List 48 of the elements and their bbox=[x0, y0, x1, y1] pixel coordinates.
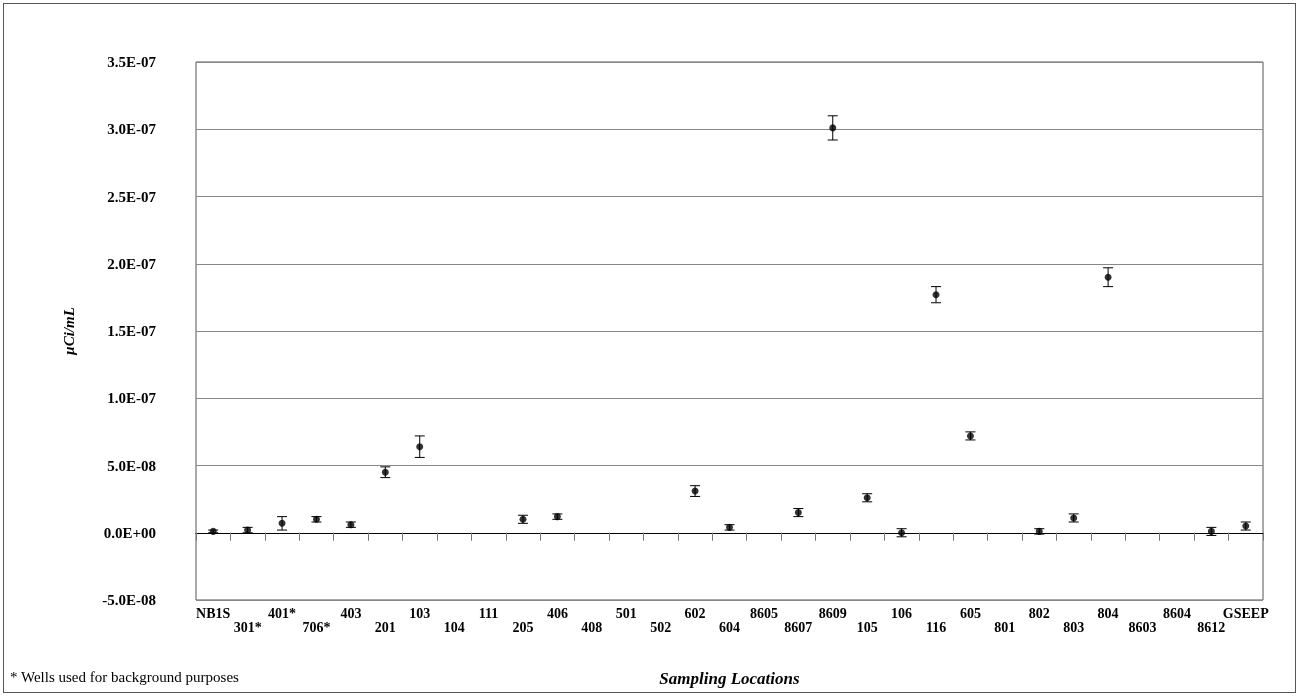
x-tick-label: 604 bbox=[719, 619, 740, 635]
x-tick-label: 106 bbox=[891, 605, 913, 621]
point bbox=[1104, 273, 1112, 281]
x-tick-label: 8604 bbox=[1162, 605, 1191, 621]
x-tick-label: 602 bbox=[684, 605, 706, 621]
x-tick-label: 205 bbox=[512, 619, 534, 635]
x-tick-label: 111 bbox=[478, 605, 499, 621]
x-tick-label: 403 bbox=[340, 605, 362, 621]
x-tick-label: NB1S bbox=[196, 605, 231, 621]
y-tick-label: 2.0E-07 bbox=[107, 255, 157, 272]
x-tick-label: 8607 bbox=[784, 619, 813, 635]
x-tick-label: 105 bbox=[856, 619, 878, 635]
point bbox=[278, 519, 286, 527]
x-tick-label: 804 bbox=[1097, 605, 1119, 621]
x-tick-label: 8605 bbox=[749, 605, 778, 621]
y-tick-label: -5.0E-08 bbox=[102, 592, 156, 608]
y-axis-title: µCi/mL bbox=[60, 307, 77, 356]
x-tick-label: 801 bbox=[994, 619, 1016, 635]
x-tick-label: 8609 bbox=[818, 605, 847, 621]
x-tick-label: 301* bbox=[233, 619, 262, 635]
point bbox=[416, 443, 424, 451]
y-tick-label: 2.5E-07 bbox=[107, 188, 157, 205]
x-tick-label: 706* bbox=[302, 619, 331, 635]
x-tick-label: 8612 bbox=[1197, 619, 1226, 635]
y-tick-label: 1.5E-07 bbox=[107, 323, 157, 339]
x-tick-label: 401* bbox=[268, 605, 297, 621]
y-tick-label: 3.5E-07 bbox=[107, 54, 157, 70]
x-tick-label: 116 bbox=[925, 619, 947, 635]
y-tick-label: 1.0E-07 bbox=[107, 390, 157, 407]
x-tick-label: GSEEP bbox=[1222, 605, 1270, 621]
y-tick-label: 5.0E-08 bbox=[107, 457, 156, 474]
x-tick-label: 502 bbox=[650, 619, 672, 635]
x-tick-label: 406 bbox=[546, 605, 568, 621]
x-tick-label: 605 bbox=[959, 605, 981, 621]
x-tick-label: 802 bbox=[1028, 605, 1050, 621]
x-tick-label: 803 bbox=[1063, 619, 1085, 635]
point bbox=[829, 124, 837, 132]
x-tick-label: 201 bbox=[374, 619, 396, 635]
y-tick-label: 0.0E+00 bbox=[103, 524, 156, 541]
x-tick-label: 104 bbox=[443, 619, 465, 635]
point bbox=[932, 291, 940, 299]
x-axis-title: Sampling Locations bbox=[659, 669, 801, 688]
x-tick-label: 103 bbox=[409, 605, 431, 621]
x-tick-label: 408 bbox=[581, 619, 603, 635]
x-tick-label: 501 bbox=[615, 605, 637, 621]
y-tick-label: 3.0E-07 bbox=[107, 121, 157, 138]
text: * Wells used for background purposes bbox=[10, 668, 240, 685]
x-tick-label: 8603 bbox=[1128, 619, 1157, 635]
